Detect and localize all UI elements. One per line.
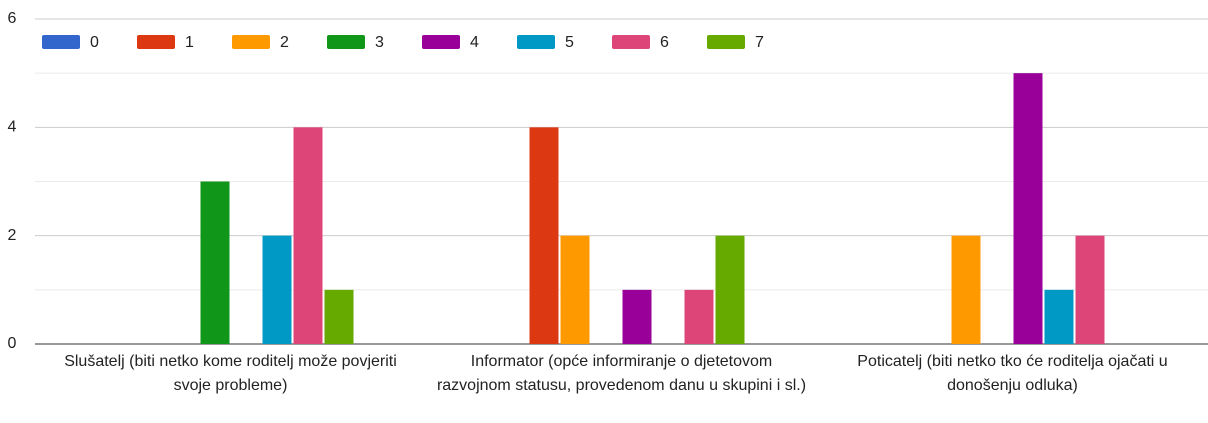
bar: [1075, 235, 1105, 344]
legend-swatch: [707, 35, 745, 49]
x-tick-label: Informator (opće informiranje o djetetov…: [436, 353, 807, 394]
legend-swatch: [327, 35, 365, 49]
legend-swatch: [232, 35, 270, 49]
legend-label: 4: [470, 34, 479, 51]
legend-label: 3: [375, 34, 384, 51]
bar: [560, 235, 590, 344]
x-tick-label: Poticatelj (biti netko tko će roditelja …: [857, 353, 1168, 394]
bar: [1013, 73, 1043, 345]
legend-label: 7: [755, 34, 764, 51]
bar: [200, 181, 230, 344]
legend-label: 1: [185, 34, 194, 51]
x-tick-label: Slušatelj (biti netko kome roditelj može…: [64, 353, 397, 394]
bar: [1044, 289, 1074, 344]
bar: [293, 127, 323, 344]
bar: [622, 289, 652, 344]
y-tick-label: 4: [8, 119, 17, 136]
bar: [715, 235, 745, 344]
legend-swatch: [42, 35, 80, 49]
bar: [951, 235, 981, 344]
legend-swatch: [612, 35, 650, 49]
legend-label: 5: [565, 34, 574, 51]
bar: [684, 289, 714, 344]
legend-swatch: [517, 35, 555, 49]
legend-swatch: [137, 35, 175, 49]
legend-label: 6: [660, 34, 669, 51]
legend-label: 2: [280, 34, 289, 51]
y-tick-label: 0: [8, 335, 17, 352]
bar: [324, 289, 354, 344]
y-tick-label: 2: [8, 227, 17, 244]
bar: [262, 235, 292, 344]
legend-swatch: [422, 35, 460, 49]
y-tick-label: 6: [8, 10, 17, 27]
bar: [529, 127, 559, 344]
legend-label: 0: [90, 34, 99, 51]
